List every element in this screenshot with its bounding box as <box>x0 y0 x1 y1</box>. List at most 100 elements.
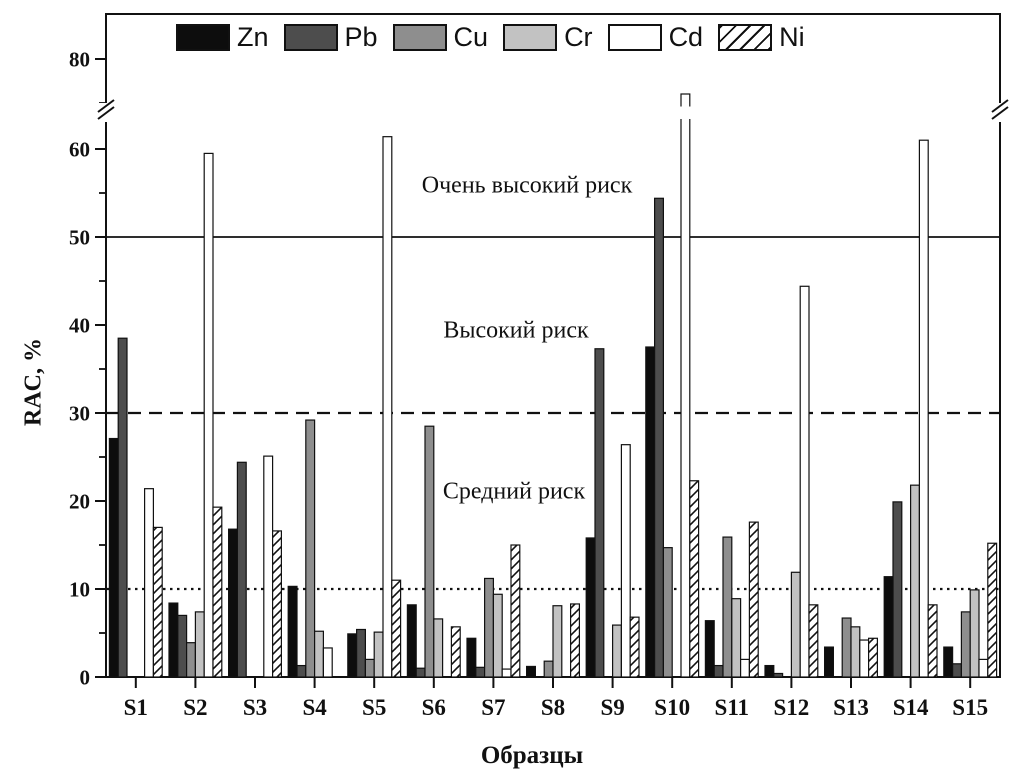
y-tick-label-30: 30 <box>69 402 90 426</box>
bar-s8-cu <box>543 660 554 678</box>
x-tick-label-s14: S14 <box>893 695 929 720</box>
x-tick-label-s15: S15 <box>952 695 988 720</box>
bar-s7-cr <box>492 593 503 678</box>
bar-s7-pb <box>475 666 486 678</box>
x-axis-title: Образцы <box>480 742 584 769</box>
plot-frame <box>105 13 1001 678</box>
y-axis-title: RAC, % <box>20 338 47 426</box>
right-axis-break-slash-0 <box>991 106 1009 120</box>
bar-break-gap-s10-cd <box>679 106 692 119</box>
legend-swatch-ni <box>718 24 773 51</box>
x-tick-label-s11: S11 <box>715 695 750 720</box>
annotation-very-high-risk: Очень высокий риск <box>421 172 633 199</box>
x-tick-label-s8: S8 <box>541 695 565 720</box>
bar-s14-cd <box>918 139 929 678</box>
bar-s12-zn <box>764 664 775 678</box>
bar-s11-cr <box>731 598 742 678</box>
bar-s4-pb <box>296 664 307 678</box>
bar-s2-cd <box>203 152 214 678</box>
legend-item-ni: Ni <box>718 24 805 51</box>
bar-s2-ni <box>212 506 223 678</box>
bar-s5-cu <box>364 658 375 678</box>
x-tick-label-s12: S12 <box>774 695 810 720</box>
bar-s12-pb <box>773 672 784 678</box>
bar-s14-zn <box>883 576 894 678</box>
bar-s3-ni <box>272 530 283 678</box>
legend-swatch-cu <box>392 24 447 51</box>
y-tick-label-80: 80 <box>69 48 90 72</box>
bar-s9-ni <box>629 616 640 678</box>
x-tick-label-s2: S2 <box>183 695 207 720</box>
bar-s13-zn <box>823 646 834 678</box>
bar-s4-cr <box>314 630 325 678</box>
x-tick-label-s1: S1 <box>124 695 148 720</box>
legend-label-ni: Ni <box>779 22 805 52</box>
bar-s12-cr <box>790 571 801 678</box>
bar-s11-cu <box>722 536 733 678</box>
y-tick-label-40: 40 <box>69 314 90 338</box>
bar-s2-zn <box>168 602 179 678</box>
legend-label-pb: Pb <box>344 22 378 52</box>
y-tick-label-50: 50 <box>69 226 90 250</box>
bar-s4-cd <box>322 647 333 678</box>
annotation-high-risk: Высокий риск <box>443 317 589 344</box>
legend-label-cd: Cd <box>668 22 704 52</box>
bar-s3-zn <box>228 528 239 678</box>
bar-s9-cd <box>620 444 631 678</box>
bar-s13-ni <box>867 637 878 678</box>
bar-s2-cr <box>194 611 205 678</box>
bar-s15-zn <box>943 646 954 678</box>
bar-s15-ni <box>987 542 998 678</box>
y-tick-label-60: 60 <box>69 138 90 162</box>
bar-s9-pb <box>594 348 605 678</box>
bar-s12-cd <box>799 285 810 678</box>
x-tick-label-s10: S10 <box>654 695 690 720</box>
bar-s3-cd <box>263 455 274 678</box>
x-tick-label-s7: S7 <box>481 695 505 720</box>
legend-swatch-cr <box>503 24 558 51</box>
bar-s15-pb <box>951 663 962 678</box>
bar-s10-ni <box>689 480 700 678</box>
bar-s13-cr <box>850 626 861 678</box>
legend-swatch-pb <box>283 24 338 51</box>
bar-s15-cd <box>978 658 989 678</box>
bar-s15-cr <box>969 589 980 678</box>
bar-s6-cu <box>424 425 435 678</box>
bar-s13-cd <box>859 639 870 678</box>
x-tick-label-s4: S4 <box>302 695 327 720</box>
legend-label-cr: Cr <box>564 22 593 52</box>
bar-s15-cu <box>960 611 971 678</box>
bar-s9-zn <box>585 537 596 678</box>
x-tick-label-s5: S5 <box>362 695 386 720</box>
legend-item-cd: Cd <box>607 22 704 52</box>
bar-s4-zn <box>287 585 298 678</box>
annotation-medium-risk: Средний риск <box>442 478 586 505</box>
legend-swatch-cd <box>607 24 662 51</box>
bar-s9-cr <box>611 624 622 678</box>
bar-s7-zn <box>466 637 477 678</box>
x-tick-label-s6: S6 <box>422 695 446 720</box>
y-tick-label-10: 10 <box>69 578 90 602</box>
legend-item-cu: Cu <box>392 24 488 51</box>
bar-s11-pb <box>713 664 724 678</box>
x-tick-label-s3: S3 <box>243 695 267 720</box>
bar-s4-cu <box>305 419 316 678</box>
legend-item-pb: Pb <box>283 22 378 52</box>
left-axis-break-slash-1 <box>97 99 115 113</box>
bar-s3-pb <box>236 461 247 678</box>
legend-item-cr: Cr <box>503 24 593 51</box>
bar-s10-pb <box>653 197 664 678</box>
bar-s6-cr <box>433 618 444 678</box>
bar-s5-ni <box>391 579 402 678</box>
bar-s5-pb <box>356 628 367 678</box>
legend-label-zn: Zn <box>237 22 269 52</box>
bar-s6-ni <box>450 626 461 678</box>
bar-s6-zn <box>406 604 417 678</box>
bar-s8-ni <box>569 603 580 678</box>
bar-s11-ni <box>748 521 759 678</box>
bar-s5-cr <box>373 631 384 678</box>
bar-s1-ni <box>152 526 163 678</box>
bar-s8-cr <box>552 605 563 678</box>
